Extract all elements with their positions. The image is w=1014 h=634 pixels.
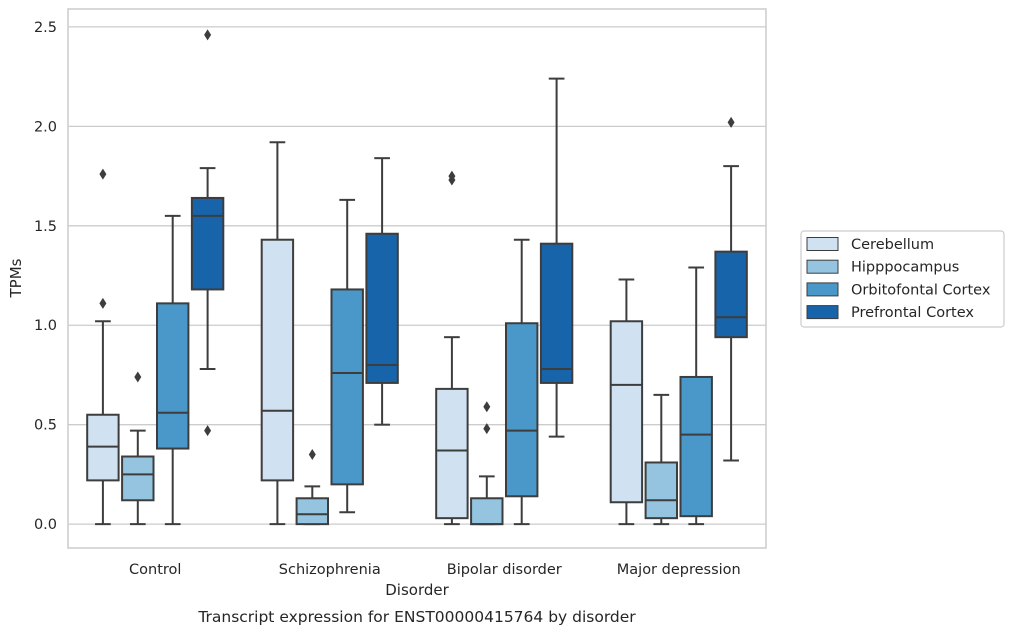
y-tick-label: 0.5: [34, 418, 57, 434]
outlier-point: [308, 449, 316, 461]
legend-frame: [800, 230, 1005, 328]
box-plot-series: [86, 29, 748, 526]
outlier-point: [99, 297, 107, 309]
chart-caption: Transcript expression for ENST0000041576…: [197, 608, 636, 626]
box: [435, 387, 469, 520]
box-group: [435, 170, 469, 526]
box: [714, 250, 748, 339]
y-tick-label: 0.0: [34, 517, 57, 533]
outlier-point: [448, 170, 456, 182]
y-axis-ticks: 0.0 0.5 1.0 1.5 2.0 2.5: [34, 20, 57, 533]
box: [679, 375, 713, 518]
outlier-point: [134, 371, 142, 383]
legend-swatch: [806, 305, 839, 320]
box: [295, 497, 330, 526]
box-group: [121, 371, 155, 526]
box: [365, 232, 399, 384]
outlier-point: [99, 168, 107, 180]
box-group: [679, 266, 713, 526]
legend-entry: Hipppocampus: [851, 260, 959, 276]
y-tick-label: 1.0: [34, 318, 57, 334]
x-tick-label: Control: [129, 562, 181, 578]
box-group: [714, 116, 748, 462]
y-axis-title: TPMs: [7, 258, 25, 298]
x-tick-label: Bipolar disorder: [447, 562, 562, 578]
box: [539, 242, 574, 384]
box-group: [86, 168, 120, 526]
legend-swatch: [806, 282, 839, 297]
outlier-point: [483, 401, 491, 413]
y-tick-label: 2.5: [34, 20, 57, 36]
outlier-point: [483, 423, 491, 435]
box: [121, 455, 155, 502]
box-group: [365, 157, 399, 426]
x-axis-ticks: Control Schizophrenia Bipolar disorder Majo…: [129, 562, 741, 578]
box: [330, 288, 364, 486]
legend-entry: Cerebellum: [851, 237, 934, 253]
box: [155, 302, 190, 450]
box: [470, 497, 504, 526]
legend-swatch: [806, 259, 839, 274]
x-tick-label: Major depression: [617, 562, 741, 578]
box-group: [155, 214, 190, 526]
box-group: [644, 393, 679, 526]
legend-entry: Orbitofontal Cortex: [851, 282, 991, 298]
box-group: [470, 401, 504, 526]
plot-frame: [67, 8, 767, 549]
box-group: [539, 77, 574, 438]
y-tick-label: 2.0: [34, 119, 57, 135]
outlier-point: [727, 116, 735, 128]
box-group: [260, 141, 295, 526]
box: [504, 322, 539, 498]
box-group: [295, 449, 330, 526]
legend: Cerebellum Hipppocampus Orbitofontal Corte…: [800, 230, 1005, 328]
box-group: [190, 29, 225, 437]
y-tick-label: 1.5: [34, 219, 57, 235]
box-group: [330, 198, 364, 514]
outlier-point: [204, 425, 212, 437]
x-tick-label: Schizophrenia: [279, 562, 381, 578]
box: [190, 196, 225, 291]
x-axis-title: Disorder: [385, 581, 449, 599]
box-group: [609, 278, 644, 526]
legend-swatch: [806, 237, 839, 251]
box: [609, 320, 644, 504]
legend-entry: Prefrontal Cortex: [851, 305, 974, 321]
box-group: [504, 238, 539, 526]
outlier-point: [204, 29, 212, 41]
box: [644, 461, 679, 520]
box: [260, 238, 295, 482]
